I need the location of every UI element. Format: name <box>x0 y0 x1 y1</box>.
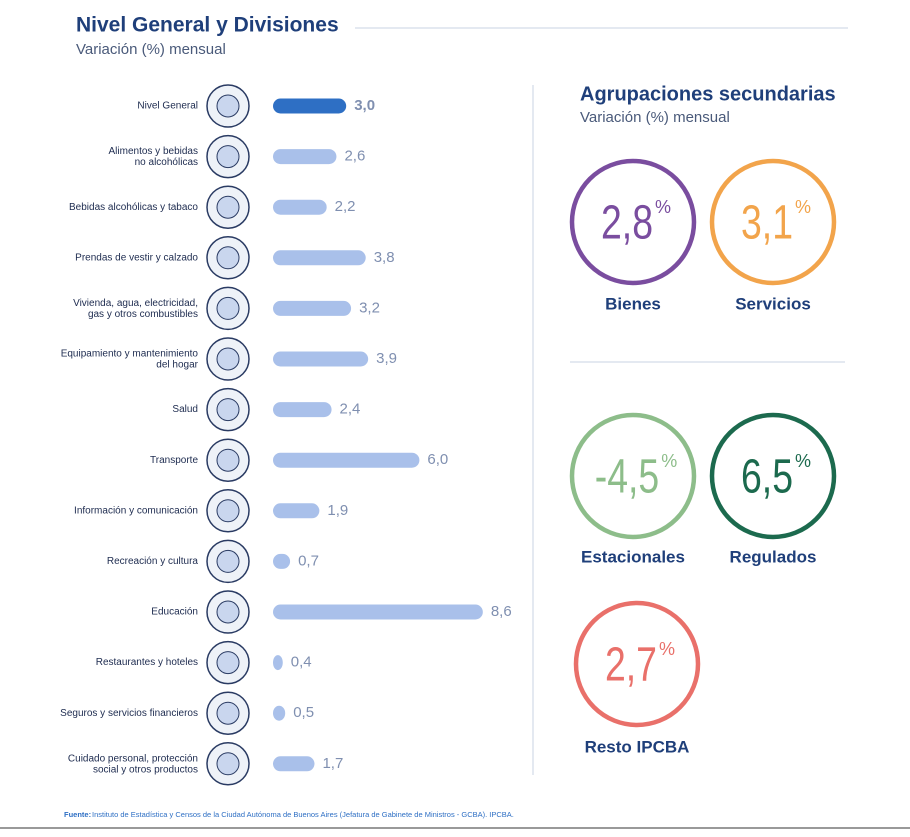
category-label: Recreación y cultura <box>107 556 199 567</box>
value-label: 1,9 <box>327 502 348 519</box>
ring <box>573 600 701 728</box>
bar <box>273 452 420 468</box>
icon-inner <box>216 651 240 675</box>
category-label: Nivel General <box>137 101 198 112</box>
ring <box>569 412 697 540</box>
value-label: 3,2 <box>359 299 380 316</box>
category-label: Educación <box>151 607 198 618</box>
category-label: Vivienda, agua, electricidad, gas y otros… <box>73 298 198 320</box>
group-value: 2,8 <box>601 196 653 250</box>
group-value: 6,5 <box>741 450 793 504</box>
value-label: 0,4 <box>291 654 312 671</box>
group-name: Servicios <box>735 294 811 313</box>
category-label: Salud <box>172 404 198 415</box>
value-label: 8,6 <box>491 603 512 620</box>
bar <box>273 402 332 418</box>
value-label: 0,5 <box>293 704 314 721</box>
value-label: 2,2 <box>335 198 356 215</box>
category-label: Transporte <box>150 455 198 466</box>
unit: % <box>655 197 671 217</box>
bar <box>273 98 347 114</box>
bar <box>273 604 483 620</box>
icon-inner <box>216 398 240 422</box>
category-label: Cuidado personal, protección social y otr… <box>68 753 198 775</box>
bar <box>273 756 315 772</box>
unit: % <box>659 639 675 659</box>
value-label: 6,0 <box>427 451 448 468</box>
icon-inner <box>216 448 240 472</box>
bar <box>273 149 337 165</box>
icon-inner <box>216 701 240 725</box>
icon-inner <box>216 246 240 270</box>
group-name: Resto IPCBA <box>585 737 690 756</box>
unit: % <box>795 451 811 471</box>
ring <box>709 412 837 540</box>
group-value: 3,1 <box>741 196 793 250</box>
bar <box>273 553 291 569</box>
category-label: Bebidas alcohólicas y tabaco <box>69 202 198 213</box>
unit: % <box>795 197 811 217</box>
icon-inner <box>216 600 240 624</box>
category-label: Seguros y servicios financieros <box>60 708 198 719</box>
ring <box>569 158 697 286</box>
icon-inner <box>216 94 240 118</box>
value-label: 2,6 <box>344 148 365 165</box>
icon-inner <box>216 296 240 320</box>
secondary-subtitle: Variación (%) mensual <box>580 109 730 126</box>
bar <box>273 655 283 671</box>
bar <box>273 250 366 266</box>
value-label: 1,7 <box>322 755 343 772</box>
group-name: Bienes <box>605 294 661 313</box>
value-label: 0,7 <box>298 552 319 569</box>
group-name: Regulados <box>730 547 817 566</box>
icon-inner <box>216 499 240 523</box>
bar <box>273 351 369 367</box>
unit: % <box>661 451 677 471</box>
icon-inner <box>216 549 240 573</box>
icon-inner <box>216 347 240 371</box>
group-value: -4,5 <box>595 450 660 504</box>
secondary-title: Agrupaciones secundarias <box>580 83 836 105</box>
bar <box>273 199 327 215</box>
chart-subtitle: Variación (%) mensual <box>76 41 226 58</box>
value-label: 3,8 <box>374 249 395 266</box>
source-text: Instituto de Estadística y Censos de la … <box>92 810 514 819</box>
bar <box>273 300 352 316</box>
value-label: 3,0 <box>354 97 375 114</box>
bar <box>273 705 286 721</box>
value-label: 2,4 <box>340 401 361 418</box>
category-label: Alimentos y bebidas no alcohólicas <box>109 146 199 168</box>
group-value: 2,7 <box>605 638 657 692</box>
icon-inner <box>216 752 240 776</box>
icon-inner <box>216 145 240 169</box>
ring <box>709 158 837 286</box>
chart-title: Nivel General y Divisiones <box>76 14 339 37</box>
icon-inner <box>216 195 240 219</box>
category-label: Información y comunicación <box>74 505 198 516</box>
category-label: Equipamiento y mantenimiento del hogar <box>61 348 199 370</box>
source-label: Fuente: <box>64 810 91 819</box>
category-label: Restaurantes y hoteles <box>96 657 198 668</box>
category-label: Prendas de vestir y calzado <box>75 252 198 263</box>
value-label: 3,9 <box>376 350 397 367</box>
bar <box>273 503 320 519</box>
group-name: Estacionales <box>581 547 685 566</box>
